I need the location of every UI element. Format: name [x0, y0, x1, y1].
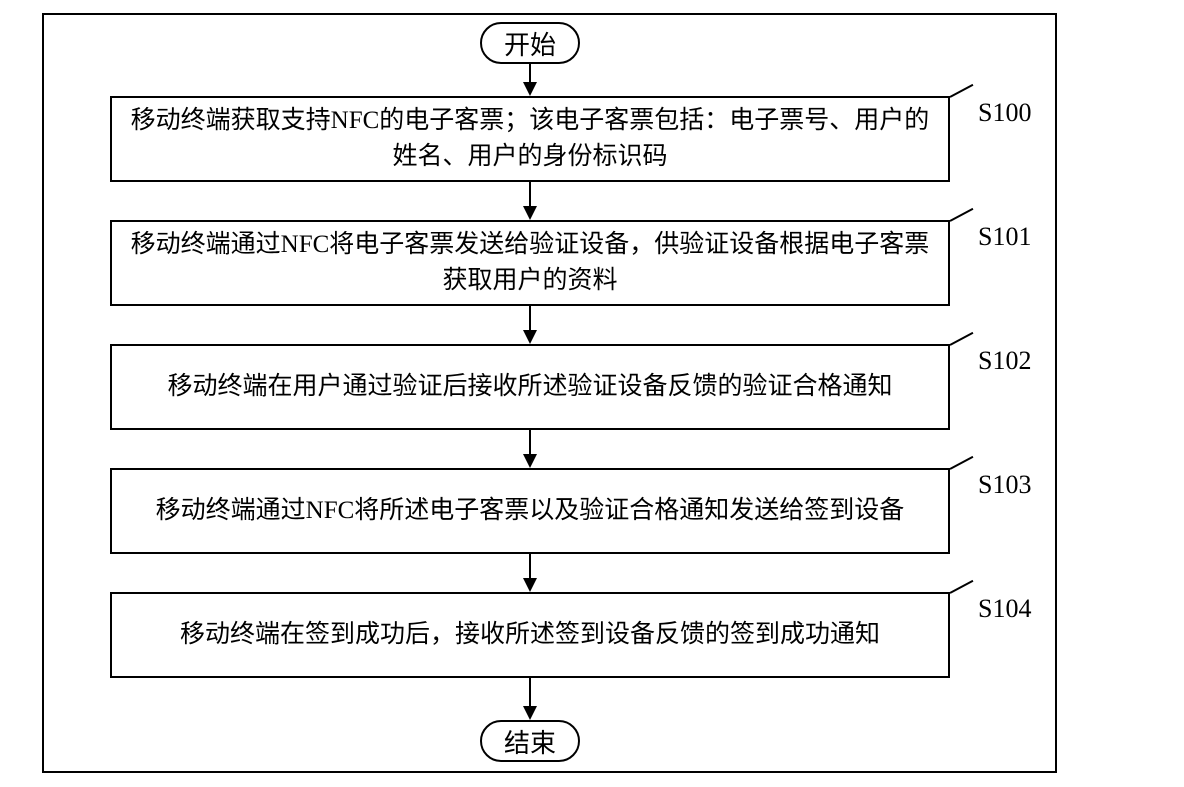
flow-node-s101: 移动终端通过NFC将电子客票发送给验证设备，供验证设备根据电子客票获取用户的资料 — [110, 220, 950, 306]
arrow-head-icon — [523, 454, 537, 468]
step-label-s104: S104 — [978, 594, 1031, 624]
flow-node-s103: 移动终端通过NFC将所述电子客票以及验证合格通知发送给签到设备 — [110, 468, 950, 554]
flow-node-start: 开始 — [480, 22, 580, 64]
arrow-head-icon — [523, 578, 537, 592]
flow-node-s104: 移动终端在签到成功后，接收所述签到设备反馈的签到成功通知 — [110, 592, 950, 678]
step-label-s103: S103 — [978, 470, 1031, 500]
flow-node-text: 移动终端在签到成功后，接收所述签到设备反馈的签到成功通知 — [180, 617, 880, 653]
flow-node-end: 结束 — [480, 720, 580, 762]
arrow-shaft — [529, 430, 531, 454]
arrow-head-icon — [523, 206, 537, 220]
arrow-head-icon — [523, 82, 537, 96]
arrow-shaft — [529, 678, 531, 706]
step-label-s100: S100 — [978, 98, 1031, 128]
arrow-shaft — [529, 554, 531, 578]
flow-node-text: 移动终端获取支持NFC的电子客票；该电子客票包括：电子票号、用户的姓名、用户的身… — [128, 103, 932, 176]
flow-node-text: 结束 — [504, 723, 556, 760]
flow-node-text: 开始 — [504, 25, 556, 62]
arrow-head-icon — [523, 330, 537, 344]
arrow-shaft — [529, 182, 531, 206]
flow-node-text: 移动终端在用户通过验证后接收所述验证设备反馈的验证合格通知 — [167, 369, 892, 405]
arrow-head-icon — [523, 706, 537, 720]
step-label-s101: S101 — [978, 222, 1031, 252]
flow-node-text: 移动终端通过NFC将电子客票发送给验证设备，供验证设备根据电子客票获取用户的资料 — [128, 227, 932, 300]
flow-node-s102: 移动终端在用户通过验证后接收所述验证设备反馈的验证合格通知 — [110, 344, 950, 430]
flow-node-s100: 移动终端获取支持NFC的电子客票；该电子客票包括：电子票号、用户的姓名、用户的身… — [110, 96, 950, 182]
arrow-shaft — [529, 306, 531, 330]
arrow-shaft — [529, 64, 531, 82]
flow-node-text: 移动终端通过NFC将所述电子客票以及验证合格通知发送给签到设备 — [156, 493, 905, 529]
step-label-s102: S102 — [978, 346, 1031, 376]
